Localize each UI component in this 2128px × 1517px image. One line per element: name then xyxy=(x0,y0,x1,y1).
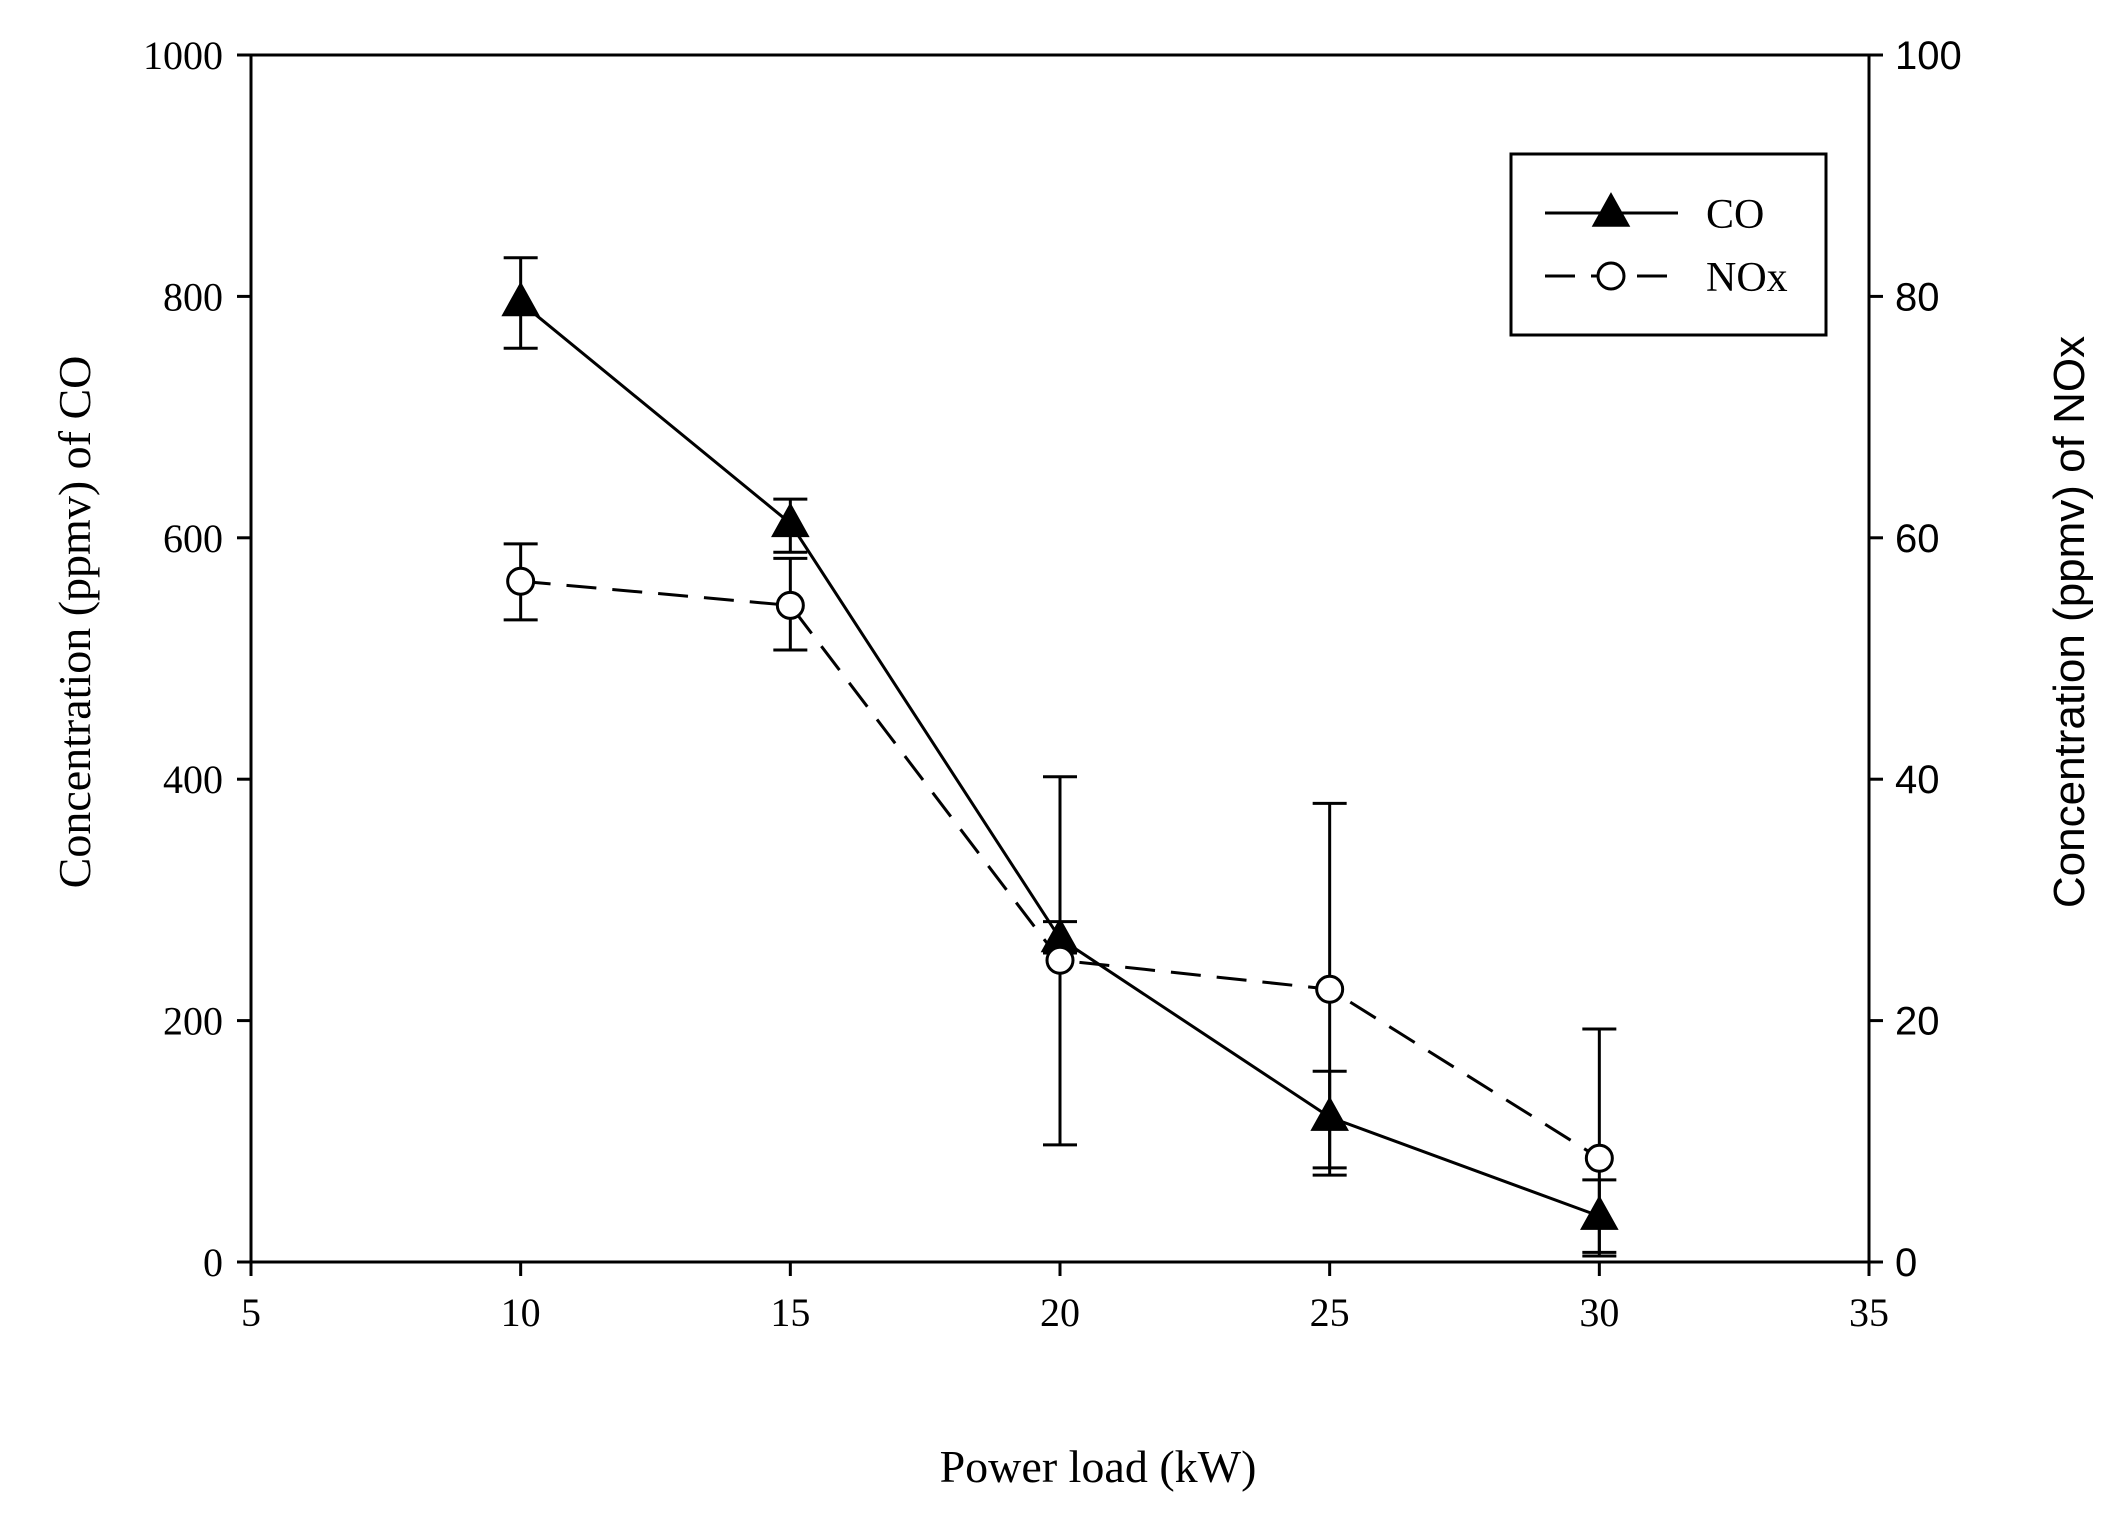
y-right-tick-label: 60 xyxy=(1895,517,1940,561)
x-axis-title: Power load (kW) xyxy=(940,1441,1257,1492)
x-tick-label: 10 xyxy=(501,1290,541,1335)
nox-point xyxy=(1584,1143,1614,1173)
y-left-tick-label: 200 xyxy=(163,999,223,1044)
x-tick-label: 25 xyxy=(1310,1290,1350,1335)
x-tick-label: 20 xyxy=(1040,1290,1080,1335)
nox-point xyxy=(1045,945,1075,975)
x-tick-label: 30 xyxy=(1579,1290,1619,1335)
y-axis-left-title: Concentration (ppmv) of CO xyxy=(49,356,100,889)
nox-point xyxy=(775,590,805,620)
co-point xyxy=(501,281,540,317)
series-nox xyxy=(503,542,1617,1258)
x-tick-label: 15 xyxy=(770,1290,810,1335)
series-group xyxy=(501,256,1619,1258)
legend-box xyxy=(1509,152,1828,337)
y-right-tick-label: 0 xyxy=(1895,1241,1917,1285)
y-right-tick-label: 100 xyxy=(1895,34,1962,78)
legend-co-marker xyxy=(1591,192,1631,227)
legend-nox-label: NOx xyxy=(1706,255,1788,301)
y-left-tick-label: 600 xyxy=(163,516,223,561)
nox-point xyxy=(1315,974,1345,1004)
legend-co-label: CO xyxy=(1706,192,1764,238)
y-axis-right-title: Concentration (ppmv) of NOx xyxy=(2045,336,2094,908)
y-right-tick-label: 40 xyxy=(1895,758,1940,802)
ticks-group: 5 10 15 20 25 30 35020040060080010000204060801… xyxy=(143,33,1962,1335)
y-left-tick-label: 400 xyxy=(163,757,223,802)
legend: CO NOx xyxy=(1509,152,1828,337)
y-right-tick-label: 20 xyxy=(1895,1000,1940,1044)
x-tick-label: 35 xyxy=(1849,1290,1889,1335)
y-left-tick-label: 1000 xyxy=(143,33,223,78)
legend-nox-marker xyxy=(1596,261,1626,291)
co-point xyxy=(771,502,810,538)
nox-point xyxy=(506,566,536,596)
y-right-tick-label: 80 xyxy=(1895,275,1940,319)
y-left-tick-label: 0 xyxy=(203,1240,223,1285)
x-tick-label: 5 xyxy=(241,1290,261,1335)
y-left-tick-label: 800 xyxy=(163,274,223,319)
